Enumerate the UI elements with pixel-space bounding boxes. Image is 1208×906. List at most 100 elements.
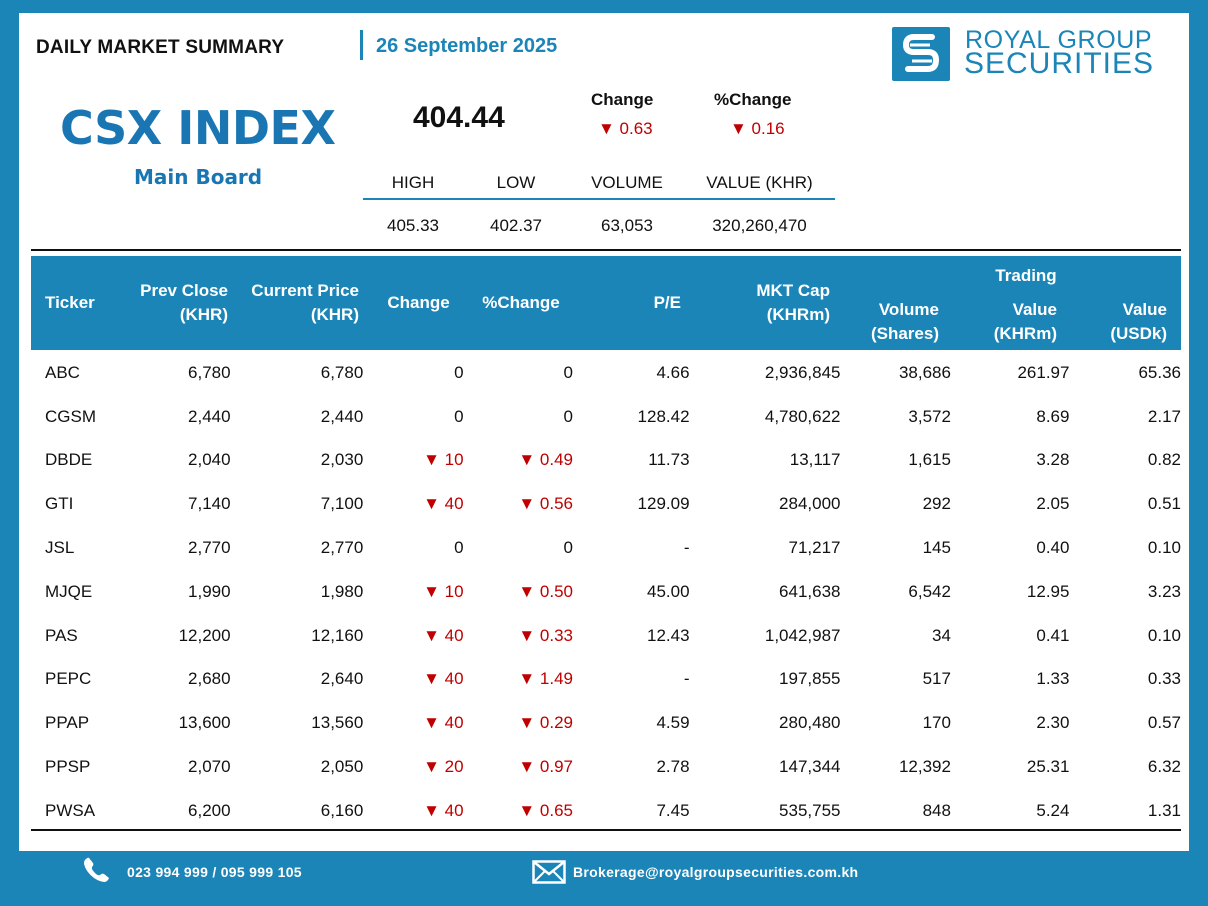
stat-value-volume: 63,053 [601, 216, 653, 235]
th-mktcap-line2: (KHRm) [766, 305, 830, 324]
table-row: PPSP 2,070 2,050 ▼ 20 ▼ 0.97 2.78 147,344 12,39… [31, 745, 1181, 789]
cell-change: 0 [454, 406, 464, 426]
cell-mktcap: 535,755 [779, 800, 841, 820]
cell-pe: 4.59 [656, 713, 690, 733]
th-volume: Volume (Shares) [841, 298, 939, 346]
cell-current-price: 7,100 [320, 494, 364, 514]
cell-pchange: 0 [563, 538, 574, 558]
cell-prev-close: 2,680 [188, 669, 231, 689]
index-board: Main Board [134, 165, 263, 189]
stat-label-high: HIGH [391, 173, 435, 192]
cell-change: 0 [454, 538, 464, 558]
cell-prev-close: 2,770 [188, 538, 231, 558]
report-date: 26 September 2025 [376, 35, 558, 57]
th-trading-group: Trading [995, 266, 1057, 285]
cell-change: ▼ 40 [423, 800, 464, 820]
th-value-khr-line2: (KHRm) [993, 324, 1057, 343]
cell-mktcap: 641,638 [779, 581, 841, 601]
stats-divider [363, 198, 835, 200]
cell-volume: 3,572 [908, 406, 951, 426]
cell-value-usd: 0.10 [1147, 538, 1181, 558]
cell-ticker: PEPC [45, 669, 92, 689]
stocks-table: ABC 6,780 6,780 0 0 4.66 2,936,845 38,686 261.97… [31, 351, 1181, 833]
th-change: Change [387, 293, 450, 312]
cell-ticker: JSL [45, 538, 75, 558]
table-row: DBDE 2,040 2,030 ▼ 10 ▼ 0.49 11.73 13,117 1,615… [31, 439, 1181, 483]
cell-pe: - [683, 538, 690, 558]
cell-change: ▼ 40 [423, 625, 464, 645]
cell-pchange: ▼ 0.33 [518, 625, 574, 645]
stocks-table-body: ABC 6,780 6,780 0 0 4.66 2,936,845 38,686 261.97… [31, 351, 1181, 833]
cell-value-usd: 0.51 [1147, 494, 1181, 514]
th-value-usd-line1: Value [1122, 300, 1167, 319]
stat-value-high: 405.33 [387, 216, 439, 235]
table-top-rule [31, 249, 1181, 251]
cell-prev-close: 2,070 [188, 757, 231, 777]
cell-mktcap: 1,042,987 [764, 625, 841, 645]
cell-value-khr: 0.40 [1036, 538, 1070, 558]
cell-change: ▼ 40 [423, 669, 464, 689]
title-divider [360, 30, 363, 60]
cell-current-price: 2,050 [320, 757, 364, 777]
cell-value-usd: 3.23 [1147, 581, 1181, 601]
table-row: ABC 6,780 6,780 0 0 4.66 2,936,845 38,686 261.97… [31, 351, 1181, 395]
cell-change: ▼ 40 [423, 494, 464, 514]
table-row: PEPC 2,680 2,640 ▼ 40 ▼ 1.49 - 197,855 517 1.33 0… [31, 658, 1181, 702]
footer-email[interactable]: Brokerage@royalgroupsecurities.com.kh [573, 864, 859, 880]
cell-current-price: 2,030 [320, 450, 364, 470]
cell-pchange: 0 [563, 406, 574, 426]
cell-pe: 45.00 [646, 581, 690, 601]
cell-change: 0 [454, 362, 464, 382]
cell-volume: 848 [922, 800, 951, 820]
cell-mktcap: 197,855 [779, 669, 841, 689]
stat-label-low: LOW [496, 173, 536, 192]
cell-current-price: 2,440 [320, 406, 364, 426]
th-value-usd: Value (USDk) [1071, 298, 1167, 346]
cell-value-khr: 2.05 [1036, 494, 1070, 514]
phone-icon [82, 856, 112, 889]
cell-value-khr: 261.97 [1017, 362, 1070, 382]
cell-volume: 38,686 [898, 362, 951, 382]
cell-pe: - [683, 669, 690, 689]
cell-pe: 4.66 [656, 362, 690, 382]
cell-prev-close: 13,600 [178, 713, 231, 733]
stat-value-value: 320,260,470 [712, 216, 807, 235]
cell-current-price: 6,160 [320, 800, 364, 820]
th-current-price-line2: (KHR) [310, 305, 359, 324]
cell-volume: 517 [922, 669, 951, 689]
cell-value-usd: 65.36 [1138, 362, 1181, 382]
cell-ticker: MJQE [45, 581, 93, 601]
cell-value-usd: 1.31 [1147, 800, 1181, 820]
cell-pchange: ▼ 0.56 [518, 494, 574, 514]
cell-value-khr: 0.41 [1036, 625, 1070, 645]
stat-label-value: VALUE (KHR) [706, 173, 813, 192]
cell-change: ▼ 10 [423, 581, 464, 601]
cell-volume: 145 [922, 538, 951, 558]
table-row: PWSA 6,200 6,160 ▼ 40 ▼ 0.65 7.45 535,755 848 5.… [31, 789, 1181, 833]
report-title: DAILY MARKET SUMMARY [36, 37, 285, 58]
cell-value-khr: 12.95 [1026, 581, 1070, 601]
cell-pchange: ▼ 0.29 [518, 713, 574, 733]
table-bottom-rule [31, 829, 1181, 831]
cell-pe: 12.43 [646, 625, 690, 645]
th-value-khr: Value (KHRm) [961, 298, 1057, 346]
index-change-label: Change [591, 90, 654, 109]
cell-value-usd: 2.17 [1147, 406, 1181, 426]
cell-current-price: 1,980 [320, 581, 364, 601]
cell-ticker: PAS [45, 625, 78, 645]
footer-phone: 023 994 999 / 095 999 105 [127, 864, 302, 880]
index-name: CSX INDEX [60, 101, 336, 155]
th-pe: P/E [653, 293, 681, 312]
index-pchange-value: ▼ 0.16 [730, 119, 785, 138]
cell-pchange: 0 [563, 362, 574, 382]
cell-ticker: CGSM [45, 406, 96, 426]
cell-mktcap: 284,000 [779, 494, 841, 514]
cell-pe: 11.73 [648, 450, 690, 470]
cell-prev-close: 2,040 [188, 450, 231, 470]
th-volume-line2: (Shares) [870, 324, 939, 343]
cell-mktcap: 280,480 [779, 713, 841, 733]
cell-value-usd: 6.32 [1147, 757, 1181, 777]
table-header: Ticker Prev Close (KHR) Current Price (K… [31, 256, 1181, 350]
cell-value-khr: 1.33 [1036, 669, 1070, 689]
cell-change: ▼ 20 [423, 757, 464, 777]
